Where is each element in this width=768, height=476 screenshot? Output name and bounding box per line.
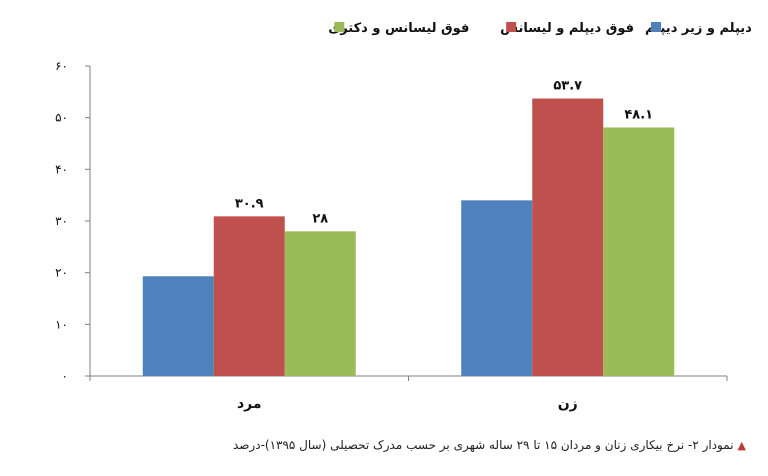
data-label: ۵۳.۷ [553,79,582,94]
legend-swatch [651,22,661,32]
data-label: ۳۰.۹ [235,196,264,211]
y-tick-label: ۰ [62,369,68,383]
y-tick-label: ۳۰ [55,214,68,228]
bar [532,98,604,377]
bar [213,216,285,376]
bar [461,200,533,376]
data-label: ۴۸.۱ [624,107,653,122]
y-tick-label: ۲۰ [55,266,68,280]
triangle-icon: ▲ [737,438,746,452]
legend-label: فوق دیپلم و لیسانس [500,21,634,36]
legend-swatch [334,22,345,32]
caption-text: نمودار ۲- نرخ بیکاری زنان و مردان ۱۵ تا … [232,438,734,452]
x-tick-label: زن [558,396,578,412]
legend-label: دیپلم و زیر دیپلم [645,21,752,36]
legend-swatch [506,22,517,32]
chart-caption: ▲ نمودار ۲- نرخ بیکاری زنان و مردان ۱۵ ت… [233,438,746,452]
y-tick-label: ۵۰ [55,111,68,125]
bar [284,231,356,376]
bar-chart: ۰ ۱۰ ۲۰ ۳۰ ۴۰ ۵۰ ۶۰ ۳۰.۹ ۲۸ مرد ۵۳.۷ ۴۸.۱ زن دیپلم و … [55,21,752,412]
legend-label: فوق لیسانس و دکتری [328,21,469,36]
y-tick-label: ۴۰ [55,162,68,176]
y-tick-label: ۶۰ [55,59,68,73]
bar [603,127,675,376]
y-tick-label: ۱۰ [55,317,68,331]
data-label: ۲۸ [312,211,328,226]
x-tick-label: مرد [237,396,262,412]
bar [142,276,214,376]
